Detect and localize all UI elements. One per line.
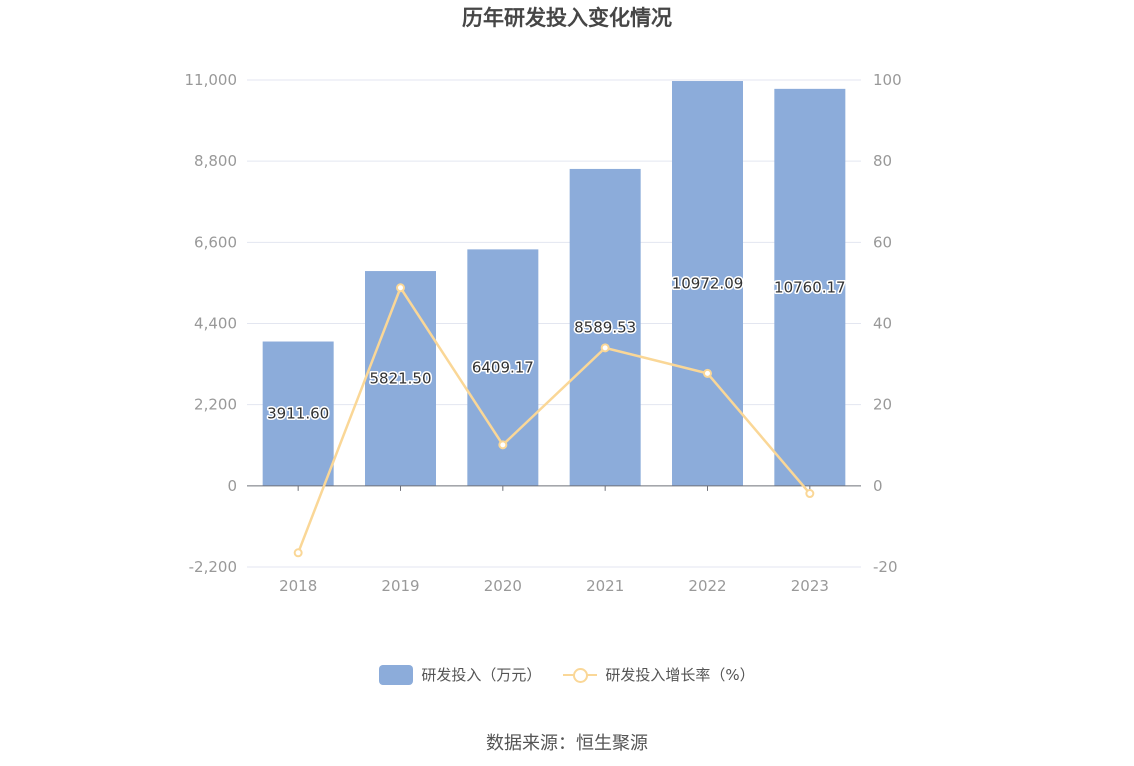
bar-2021 bbox=[569, 168, 641, 486]
chart-title: 历年研发投入变化情况 bbox=[462, 6, 672, 30]
legend-label-rd-investment: 研发投入（万元） bbox=[421, 666, 542, 684]
y-right-tick-label: 80 bbox=[873, 152, 892, 170]
bar-value-label-2021: 8589.53 bbox=[574, 318, 636, 336]
bar-value-label-2019: 5821.50 bbox=[369, 369, 431, 387]
y-right-tick-label: 40 bbox=[873, 315, 892, 333]
legend-item-growth-rate[interactable]: 研发投入增长率（%） bbox=[563, 664, 755, 685]
growth-line bbox=[293, 283, 815, 558]
bar-value-label-2018: 3911.60 bbox=[267, 405, 329, 423]
bar-value-label-2023: 10760.17 bbox=[774, 278, 846, 296]
growth-point-2020 bbox=[498, 440, 508, 450]
bar-2019 bbox=[365, 271, 436, 486]
growth-point-2023 bbox=[805, 489, 815, 499]
axes: -2,200 0 2,200 4,400 6,600 8,800 11,000 -20 0 20 4… bbox=[185, 71, 902, 595]
y-left-tick-label: 11,000 bbox=[185, 71, 238, 89]
x-tick-label: 2020 bbox=[484, 577, 522, 595]
bar-value-label-2020: 6409.17 bbox=[472, 359, 534, 377]
bar-2023 bbox=[774, 88, 846, 486]
bar-value-label-2022: 10972.09 bbox=[672, 274, 744, 292]
y-right-tick-label: 20 bbox=[873, 396, 892, 414]
legend-label-growth-rate: 研发投入增长率（%） bbox=[605, 666, 755, 684]
data-labels: 3911.60 5821.50 6409.17 8589.53 10972.09 1076… bbox=[266, 273, 847, 424]
x-tick-label: 2019 bbox=[381, 577, 419, 595]
growth-point-2022 bbox=[703, 368, 712, 378]
x-tick-label: 2021 bbox=[586, 577, 624, 595]
x-tick-label: 2018 bbox=[279, 577, 317, 595]
y-left-tick-label: -2,200 bbox=[189, 558, 237, 576]
legend-item-rd-investment[interactable]: 研发投入（万元） bbox=[379, 664, 541, 685]
y-right-tick-label: 100 bbox=[873, 71, 902, 89]
y-left-tick-label: 0 bbox=[227, 477, 237, 495]
growth-point-2018 bbox=[293, 548, 303, 558]
data-source: 数据来源：恒生聚源 bbox=[486, 733, 648, 754]
growth-point-2021 bbox=[600, 343, 610, 353]
y-right-tick-label: 60 bbox=[873, 233, 892, 251]
bar-2022 bbox=[672, 81, 743, 486]
y-left-tick-label: 2,200 bbox=[194, 396, 237, 414]
y-right-tick-label: 0 bbox=[873, 477, 883, 495]
legend: 研发投入（万元） 研发投入增长率（%） bbox=[0, 664, 1134, 685]
line-swatch-icon bbox=[563, 665, 598, 685]
y-left-tick-label: 4,400 bbox=[194, 315, 237, 333]
growth-point-2019 bbox=[396, 283, 405, 293]
growth-rate-line bbox=[297, 285, 811, 554]
bars bbox=[262, 81, 846, 486]
bar-swatch-icon bbox=[379, 664, 414, 685]
grid-lines bbox=[247, 79, 861, 568]
y-left-tick-label: 8,800 bbox=[194, 152, 237, 170]
bar-2018 bbox=[262, 341, 334, 486]
y-left-tick-label: 6,600 bbox=[194, 233, 237, 251]
y-right-tick-label: -20 bbox=[873, 558, 898, 576]
x-tick-label: 2023 bbox=[791, 577, 829, 595]
x-tick-label: 2022 bbox=[688, 577, 726, 595]
